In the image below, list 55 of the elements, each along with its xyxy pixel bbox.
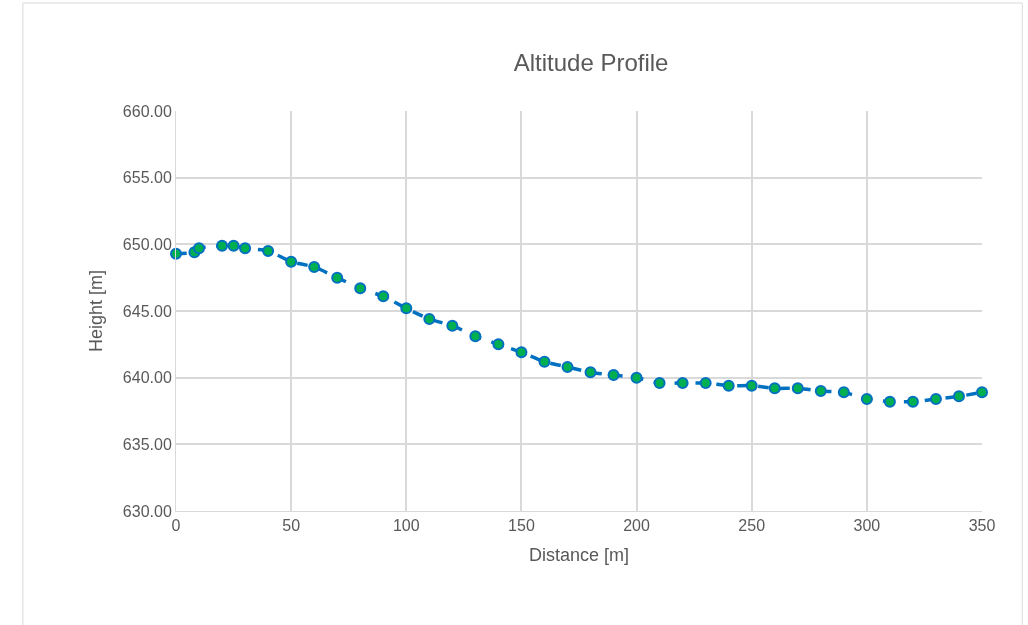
x-axis-title: Distance [m] — [528, 545, 630, 566]
point — [929, 393, 942, 405]
y-tick-label: 650.00 — [122, 235, 172, 253]
point — [423, 313, 436, 325]
x-tick-label: 100 — [392, 517, 420, 535]
point — [515, 346, 528, 359]
point — [860, 393, 873, 405]
point — [170, 247, 182, 260]
point — [976, 386, 988, 399]
point — [791, 382, 804, 395]
point — [607, 369, 620, 381]
point — [745, 379, 758, 392]
point — [193, 242, 206, 255]
x-tick-label: 50 — [282, 517, 301, 535]
point — [239, 242, 252, 255]
x-tick-label: 300 — [853, 517, 881, 535]
point — [285, 255, 298, 268]
y-tick-label: 630.00 — [122, 502, 172, 520]
point — [699, 377, 712, 389]
x-tick-label: 200 — [623, 517, 651, 535]
point — [676, 377, 689, 389]
y-tick-label: 655.00 — [122, 169, 172, 187]
point — [883, 395, 896, 408]
point — [400, 302, 413, 315]
point — [469, 330, 482, 343]
point — [630, 371, 643, 384]
y-tick-label: 635.00 — [122, 435, 172, 453]
point — [837, 386, 850, 399]
point — [262, 245, 275, 257]
point — [722, 379, 735, 392]
point — [227, 239, 240, 252]
y-tick-label: 640.00 — [122, 369, 172, 387]
x-tick-label: 150 — [508, 517, 535, 535]
point — [952, 390, 965, 403]
point — [377, 290, 390, 303]
point — [906, 395, 919, 408]
point — [492, 338, 505, 351]
point — [308, 261, 321, 273]
point — [768, 382, 781, 395]
point — [814, 385, 827, 397]
point — [216, 239, 229, 252]
point — [446, 319, 459, 332]
point — [653, 377, 666, 389]
point — [561, 361, 574, 373]
y-tick-label: 660.00 — [122, 102, 172, 120]
x-tick-label: 250 — [738, 517, 766, 535]
y-axis-title: Height [m] — [86, 269, 107, 353]
point — [354, 282, 367, 295]
y-tick-label: 645.00 — [122, 302, 172, 320]
chart-title: Altitude Profile — [513, 48, 669, 76]
point — [584, 366, 597, 379]
point — [538, 355, 551, 368]
x-tick-label: 0 — [171, 517, 181, 535]
point — [331, 271, 344, 284]
x-tick-label: 350 — [968, 517, 996, 535]
